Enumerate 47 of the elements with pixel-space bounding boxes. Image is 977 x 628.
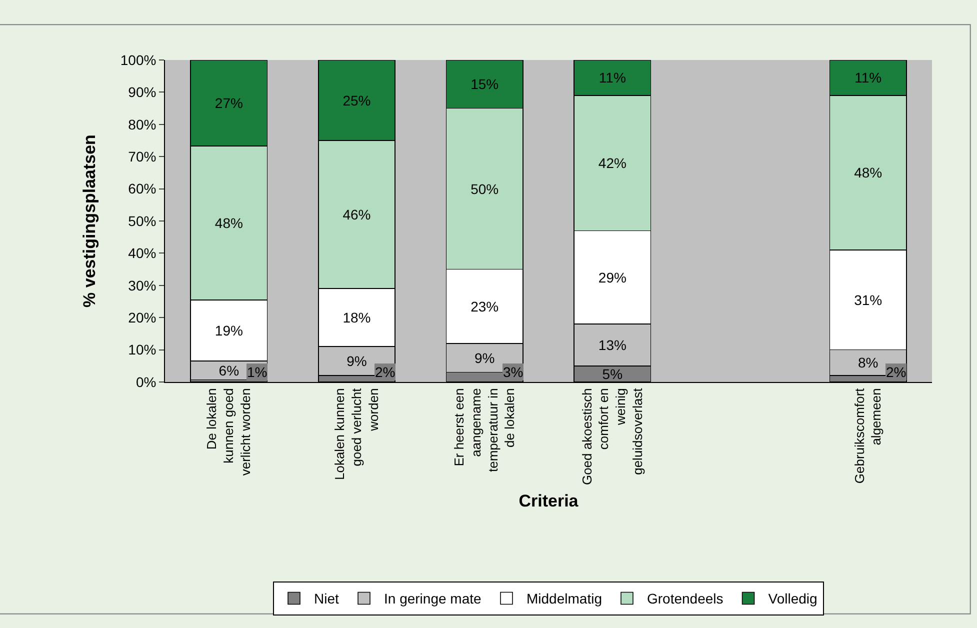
data-label: 8%: [858, 354, 878, 371]
y-tick-label: 80%: [128, 116, 156, 132]
data-label: 11%: [854, 70, 882, 86]
legend-label: Niet: [314, 590, 340, 607]
legend-label: Grotendeels: [646, 590, 724, 607]
y-tick-label: 0%: [136, 374, 156, 390]
y-tick-label: 40%: [128, 245, 156, 262]
data-label: 23%: [470, 298, 499, 314]
x-tick-label: De lokalen kunnen goed verlicht worden: [204, 388, 254, 476]
data-label: 15%: [470, 76, 499, 92]
data-label: 2%: [886, 364, 906, 380]
legend-label: Volledig: [768, 590, 818, 607]
y-tick-label: 10%: [128, 342, 156, 358]
data-label: 25%: [342, 92, 371, 108]
data-label: 1%: [247, 364, 268, 380]
y-tick-label: 90%: [128, 84, 156, 100]
data-label: 29%: [598, 269, 626, 286]
x-tick-label: Er heerst een aangename temperatuur in de lokalen: [451, 388, 518, 472]
y-axis-title: % vestigingsplaatsen: [80, 134, 99, 308]
legend-label: Middelmatig: [526, 590, 602, 607]
x-axis-title: Criteria: [518, 491, 579, 510]
data-label: 13%: [598, 336, 626, 353]
data-label: 11%: [598, 70, 626, 86]
legend-label: In geringe mate: [384, 590, 482, 607]
data-label: 50%: [470, 180, 499, 197]
y-tick-label: 70%: [128, 148, 156, 164]
data-label: 9%: [346, 353, 367, 370]
data-label: 48%: [854, 164, 882, 181]
data-label: 46%: [342, 206, 371, 223]
x-tick-label: Lokalen kunnen goed verlucht worden: [332, 388, 381, 480]
y-tick-label: 60%: [128, 180, 156, 197]
y-tick-label: 50%: [128, 212, 156, 229]
data-label: 3%: [503, 364, 524, 380]
data-label: 42%: [598, 155, 626, 172]
y-tick-label: 30%: [128, 277, 156, 294]
data-label: 27%: [214, 94, 243, 111]
data-label: 31%: [854, 292, 882, 308]
data-label: 2%: [375, 364, 396, 380]
data-label: 19%: [214, 322, 243, 338]
data-label: 9%: [474, 350, 495, 366]
x-tick-label: Gebruikscomfort algemeen: [852, 388, 884, 484]
y-tick-label: 20%: [128, 310, 156, 326]
data-label: 6%: [218, 362, 240, 378]
data-label: 5%: [602, 366, 623, 382]
data-label: 18%: [342, 310, 371, 326]
data-label: 48%: [214, 214, 243, 231]
y-tick-label: 100%: [120, 52, 156, 68]
